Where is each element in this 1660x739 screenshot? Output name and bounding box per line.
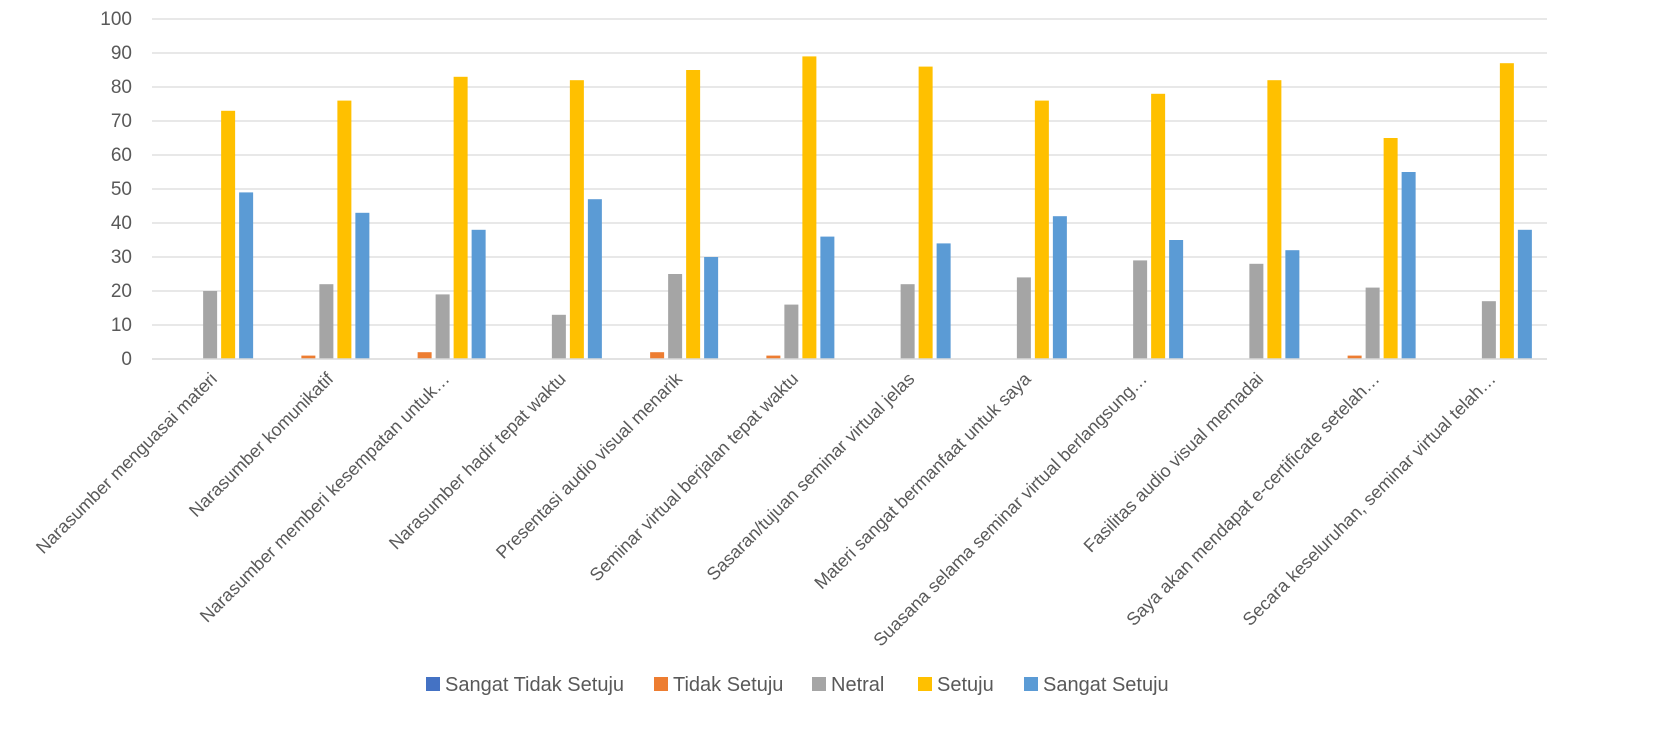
x-tick-label: Seminar virtual berjalan tepat waktu (586, 369, 802, 585)
legend-item: Sangat Setuju (1024, 674, 1169, 696)
bar (221, 110, 236, 359)
y-tick-label: 100 (100, 9, 132, 30)
x-tick-label: Suasana selama seminar virtual berlangsu… (869, 369, 1151, 651)
legend-item: Tidak Setuju (654, 674, 783, 696)
bar (1401, 172, 1416, 359)
y-tick-label: 10 (111, 315, 132, 336)
bar (1499, 63, 1514, 359)
bar (1285, 250, 1300, 359)
legend-label: Sangat Setuju (1043, 674, 1169, 696)
legend-swatch (654, 677, 668, 691)
legend-label: Tidak Setuju (673, 674, 783, 696)
x-tick-label: Narasumber memberi kesempatan untuk… (196, 369, 453, 626)
bar (900, 284, 915, 359)
x-tick-label: Materi sangat bermanfaat untuk saya (810, 368, 1035, 593)
bar (1517, 229, 1532, 359)
bar (1034, 100, 1049, 359)
bar (435, 294, 450, 359)
x-tick-label: Secara keseluruhan, seminar virtual tela… (1239, 369, 1500, 630)
bar (704, 257, 719, 359)
legend-swatch (426, 677, 440, 691)
y-tick-label: 70 (111, 111, 132, 132)
bar (471, 229, 486, 359)
y-tick-label: 90 (111, 43, 132, 64)
bar (1249, 263, 1264, 359)
legend-item: Sangat Tidak Setuju (426, 674, 624, 696)
bar (918, 66, 933, 359)
bar (587, 199, 602, 359)
bar (551, 314, 566, 359)
bar (784, 304, 799, 359)
bar (569, 80, 584, 359)
x-tick-label: Saya akan mendapat e-certificate setelah… (1122, 369, 1383, 630)
bar (820, 236, 835, 359)
y-tick-label: 80 (111, 77, 132, 98)
bar (319, 284, 334, 359)
legend-item: Setuju (918, 674, 994, 696)
bar (1481, 301, 1496, 359)
bar (453, 76, 468, 360)
y-tick-label: 20 (111, 281, 132, 302)
bar (1151, 93, 1166, 360)
y-tick-label: 60 (111, 145, 132, 166)
legend-swatch (918, 677, 932, 691)
bar (1169, 240, 1184, 359)
bar (1267, 80, 1282, 359)
bar (239, 192, 254, 359)
bar (1133, 260, 1148, 359)
bar (686, 70, 701, 359)
legend-label: Sangat Tidak Setuju (445, 674, 624, 696)
bar (802, 56, 817, 360)
legend-label: Netral (831, 674, 884, 696)
y-tick-label: 40 (111, 213, 132, 234)
bars (203, 56, 1532, 360)
y-tick-label: 30 (111, 247, 132, 268)
bar (1052, 216, 1067, 359)
legend-item: Netral (812, 674, 884, 696)
bar (203, 291, 218, 359)
bar (1383, 138, 1398, 359)
bar (355, 212, 370, 359)
y-axis-ticks: 0 10 20 30 40 50 60 70 80 90 100 (100, 9, 132, 370)
bar (337, 100, 352, 359)
y-tick-label: 0 (121, 349, 132, 370)
x-tick-label: Presentasi audio visual menarik (492, 368, 687, 563)
bar (1365, 287, 1380, 359)
bar (1016, 277, 1031, 359)
bar (668, 274, 683, 359)
legend-label: Setuju (937, 674, 994, 696)
bar (766, 355, 781, 359)
gridlines (152, 18, 1547, 326)
legend-swatch (1024, 677, 1038, 691)
bar (936, 243, 951, 359)
bar (1347, 355, 1362, 359)
x-tick-label: Sasaran/tujuan seminar virtual jelas (703, 369, 919, 585)
y-tick-label: 50 (111, 179, 132, 200)
bar (650, 352, 665, 359)
bar (417, 352, 432, 359)
legend-swatch (812, 677, 826, 691)
x-tick-label: Narasumber menguasai materi (32, 369, 221, 558)
bar (301, 355, 316, 359)
legend: Sangat Tidak Setuju Tidak Setuju Netral Set… (426, 674, 1169, 696)
